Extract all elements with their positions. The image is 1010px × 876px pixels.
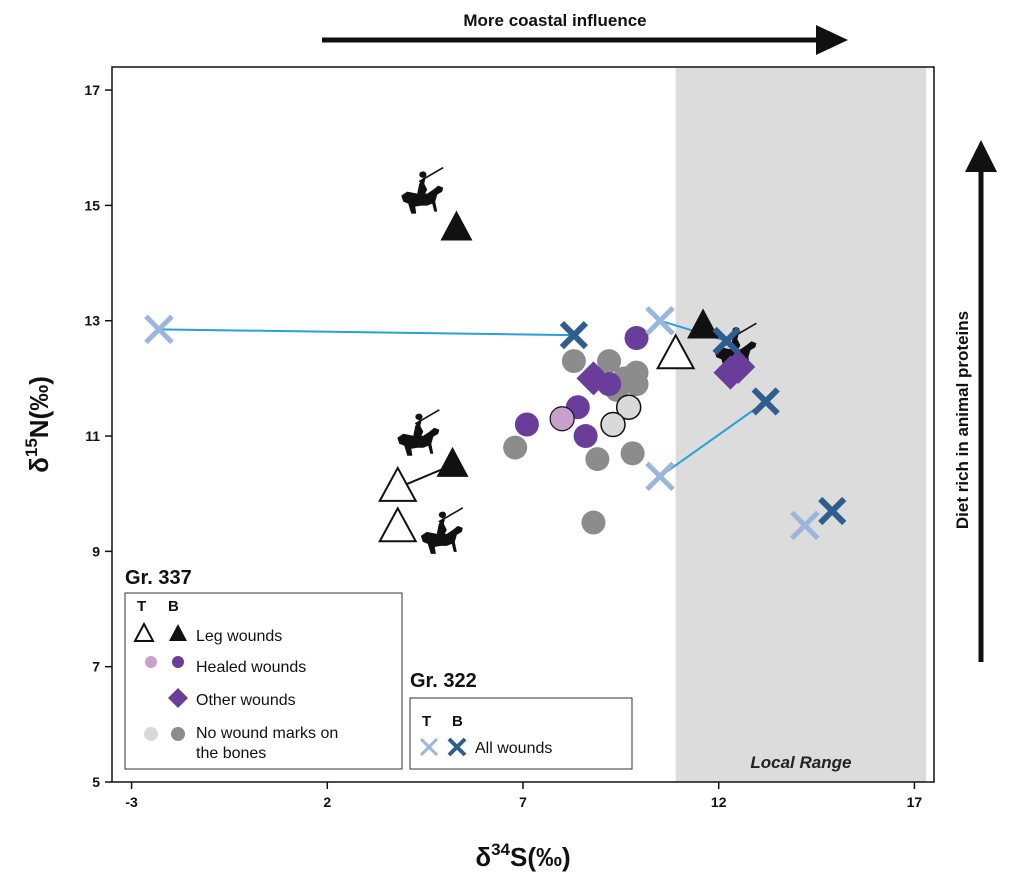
x-stroke [144, 314, 174, 345]
circle-grey-point [585, 447, 610, 472]
legend-triangle-open-icon [133, 621, 155, 642]
protein-arrow [965, 140, 997, 662]
y-tick-label: 17 [84, 82, 100, 98]
legend-gr-322: Gr. 322 T B All wounds [409, 670, 633, 770]
x-tick-label: 17 [907, 794, 923, 810]
x-tick-label: 12 [711, 794, 727, 810]
x-tick-label: 2 [323, 794, 331, 810]
horse-rider-icon [400, 166, 445, 215]
local-range-label: Local Range [750, 753, 851, 772]
diamond-purple-point [576, 361, 611, 396]
x-light-blue-point [790, 510, 820, 541]
legend-337-box [124, 592, 403, 770]
circle-grey-point [624, 372, 649, 397]
legend-322-title: Gr. 322 [410, 670, 477, 692]
circle-grey-point [503, 435, 528, 460]
x-dark-blue-point [751, 387, 780, 416]
circle-grey-point [620, 441, 645, 466]
legend-x-dark-blue-icon [447, 737, 467, 757]
x-stroke [751, 387, 780, 416]
circle-purple-point [514, 412, 539, 437]
x-stroke [818, 496, 847, 526]
circle-purple-point [624, 326, 649, 351]
circle-grey-point [561, 349, 586, 374]
legend-other-wounds: Other wounds [196, 692, 296, 709]
triangle-filled-point [436, 446, 469, 477]
legend-322-box [409, 697, 633, 770]
coastal-arrow-label: More coastal influence [463, 11, 646, 30]
legend-circle-purple-icon [172, 656, 184, 668]
legend-no-wound-marks-line2: the bones [196, 745, 266, 762]
circle-grey-point [581, 510, 606, 535]
x-stroke [645, 305, 675, 336]
y-tick-label: 5 [92, 774, 100, 790]
circle-light-grey-point [600, 411, 626, 438]
horse-rider-icon [396, 408, 441, 457]
triangle-filled-point [687, 308, 720, 339]
triangle-open-point [655, 333, 696, 370]
x-light-blue-point [144, 314, 174, 345]
y-tick-label: 9 [92, 543, 100, 559]
x-tick-label: 7 [519, 794, 527, 810]
data-points [144, 210, 847, 543]
y-tick-label: 15 [84, 197, 100, 213]
legend-337-title: Gr. 337 [125, 567, 192, 589]
local-range-band [675, 67, 927, 782]
x-stroke [559, 321, 589, 350]
connector-line [659, 400, 767, 478]
legend-triangle-filled-icon [169, 624, 187, 641]
coastal-arrow [322, 25, 848, 55]
x-light-blue-point [645, 461, 675, 492]
legend-leg-wounds: Leg wounds [196, 628, 282, 645]
legend-gr-337: Gr. 337 T B Leg wounds Healed wounds Oth… [124, 567, 403, 770]
circle-grey-point [597, 349, 622, 374]
legend-circle-light-grey-icon [144, 727, 158, 741]
legend-healed-wounds: Healed wounds [196, 659, 306, 676]
legend-circle-light-purple-icon [145, 656, 157, 668]
triangle-open-point [378, 506, 418, 543]
legend-x-light-blue-icon [419, 737, 439, 757]
legend-337-col-b: B [168, 598, 179, 615]
circle-light-purple-point [549, 406, 575, 432]
legend-322-col-t: T [422, 713, 431, 730]
tick-group: -3 2 7 12 17 5 7 9 11 13 15 17 [84, 82, 922, 810]
y-tick-label: 13 [84, 313, 100, 329]
legend-diamond-purple-icon [168, 688, 188, 708]
x-dark-blue-point [712, 326, 741, 356]
legend-322-col-b: B [452, 713, 463, 730]
connector-line [158, 328, 574, 337]
circle-purple-point [573, 424, 598, 449]
x-stroke [645, 461, 675, 492]
protein-arrow-label: Diet rich in animal proteins [953, 311, 972, 529]
triangle-open-point [378, 465, 418, 502]
horse-rider-icon [419, 507, 464, 555]
legend-all-wounds: All wounds [475, 740, 552, 757]
triangle-filled-point [440, 210, 473, 241]
x-dark-blue-point [559, 321, 589, 350]
circle-light-grey-point [615, 394, 642, 420]
y-tick-label: 11 [85, 428, 100, 444]
diamond-purple-point [721, 349, 756, 384]
x-stroke [790, 510, 820, 541]
legend-337-col-t: T [137, 598, 146, 615]
x-dark-blue-point [818, 496, 847, 526]
x-stroke [712, 326, 741, 356]
x-light-blue-point [645, 305, 675, 336]
legend-circle-grey-icon [171, 727, 185, 741]
y-tick-label: 7 [92, 659, 100, 675]
x-axis-title: δ34S(‰) [475, 840, 570, 872]
legend-no-wound-marks-line1: No wound marks on [196, 725, 338, 742]
x-tick-label: -3 [125, 794, 138, 810]
y-axis-title: δ15N(‰) [22, 376, 54, 473]
